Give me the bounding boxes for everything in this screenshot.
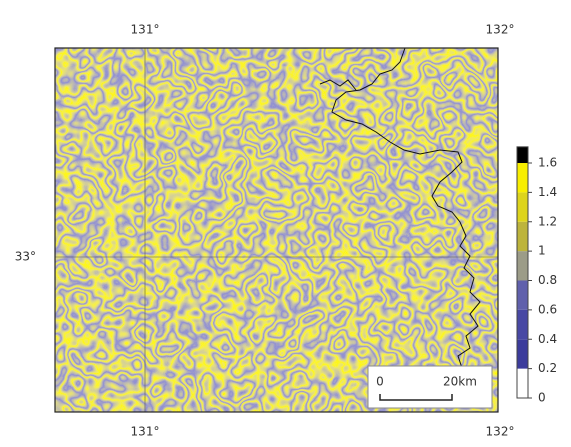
scale-start: 0 bbox=[376, 375, 384, 389]
colorbar-tick-label: 1.4 bbox=[538, 185, 557, 199]
colorbar-segment bbox=[517, 281, 528, 310]
colorbar-segment bbox=[517, 163, 528, 192]
latitude-label: 33° bbox=[15, 250, 36, 264]
colorbar-segment bbox=[517, 251, 528, 280]
colorbar-cap bbox=[517, 147, 528, 163]
colorbar: 0 0.2 0.4 0.6 0.8 1 1.2 1.4 1.6 bbox=[517, 147, 557, 405]
colorbar-segment bbox=[517, 369, 528, 398]
colorbar-tick-label: 0.6 bbox=[538, 302, 557, 316]
bottom-longitude-label: 132° bbox=[486, 425, 515, 439]
colorbar-segment bbox=[517, 222, 528, 251]
colorbar-tick-label: 0.4 bbox=[538, 332, 557, 346]
bottom-longitude-label: 131° bbox=[131, 425, 160, 439]
colorbar-tick-label: 0 bbox=[538, 391, 546, 405]
map-area bbox=[55, 48, 498, 412]
top-longitude-label: 131° bbox=[131, 23, 160, 37]
colorbar-tick-label: 1.2 bbox=[538, 214, 557, 228]
colorbar-tick-label: 0.2 bbox=[538, 361, 557, 375]
scale-bar: 0 20km bbox=[368, 366, 492, 408]
colorbar-segment bbox=[517, 339, 528, 368]
colorbar-tick-label: 0.8 bbox=[538, 273, 557, 287]
colorbar-segment bbox=[517, 192, 528, 221]
anomaly-field bbox=[55, 48, 498, 412]
map-figure: 131° 132° 131° 132° 33° 0 20km 0 0.2 0.4 0.… bbox=[0, 0, 571, 447]
colorbar-segment bbox=[517, 310, 528, 339]
scale-end: 20km bbox=[443, 375, 477, 389]
colorbar-tick-label: 1.6 bbox=[538, 156, 557, 170]
top-longitude-label: 132° bbox=[486, 23, 515, 37]
colorbar-tick-label: 1 bbox=[538, 244, 546, 258]
